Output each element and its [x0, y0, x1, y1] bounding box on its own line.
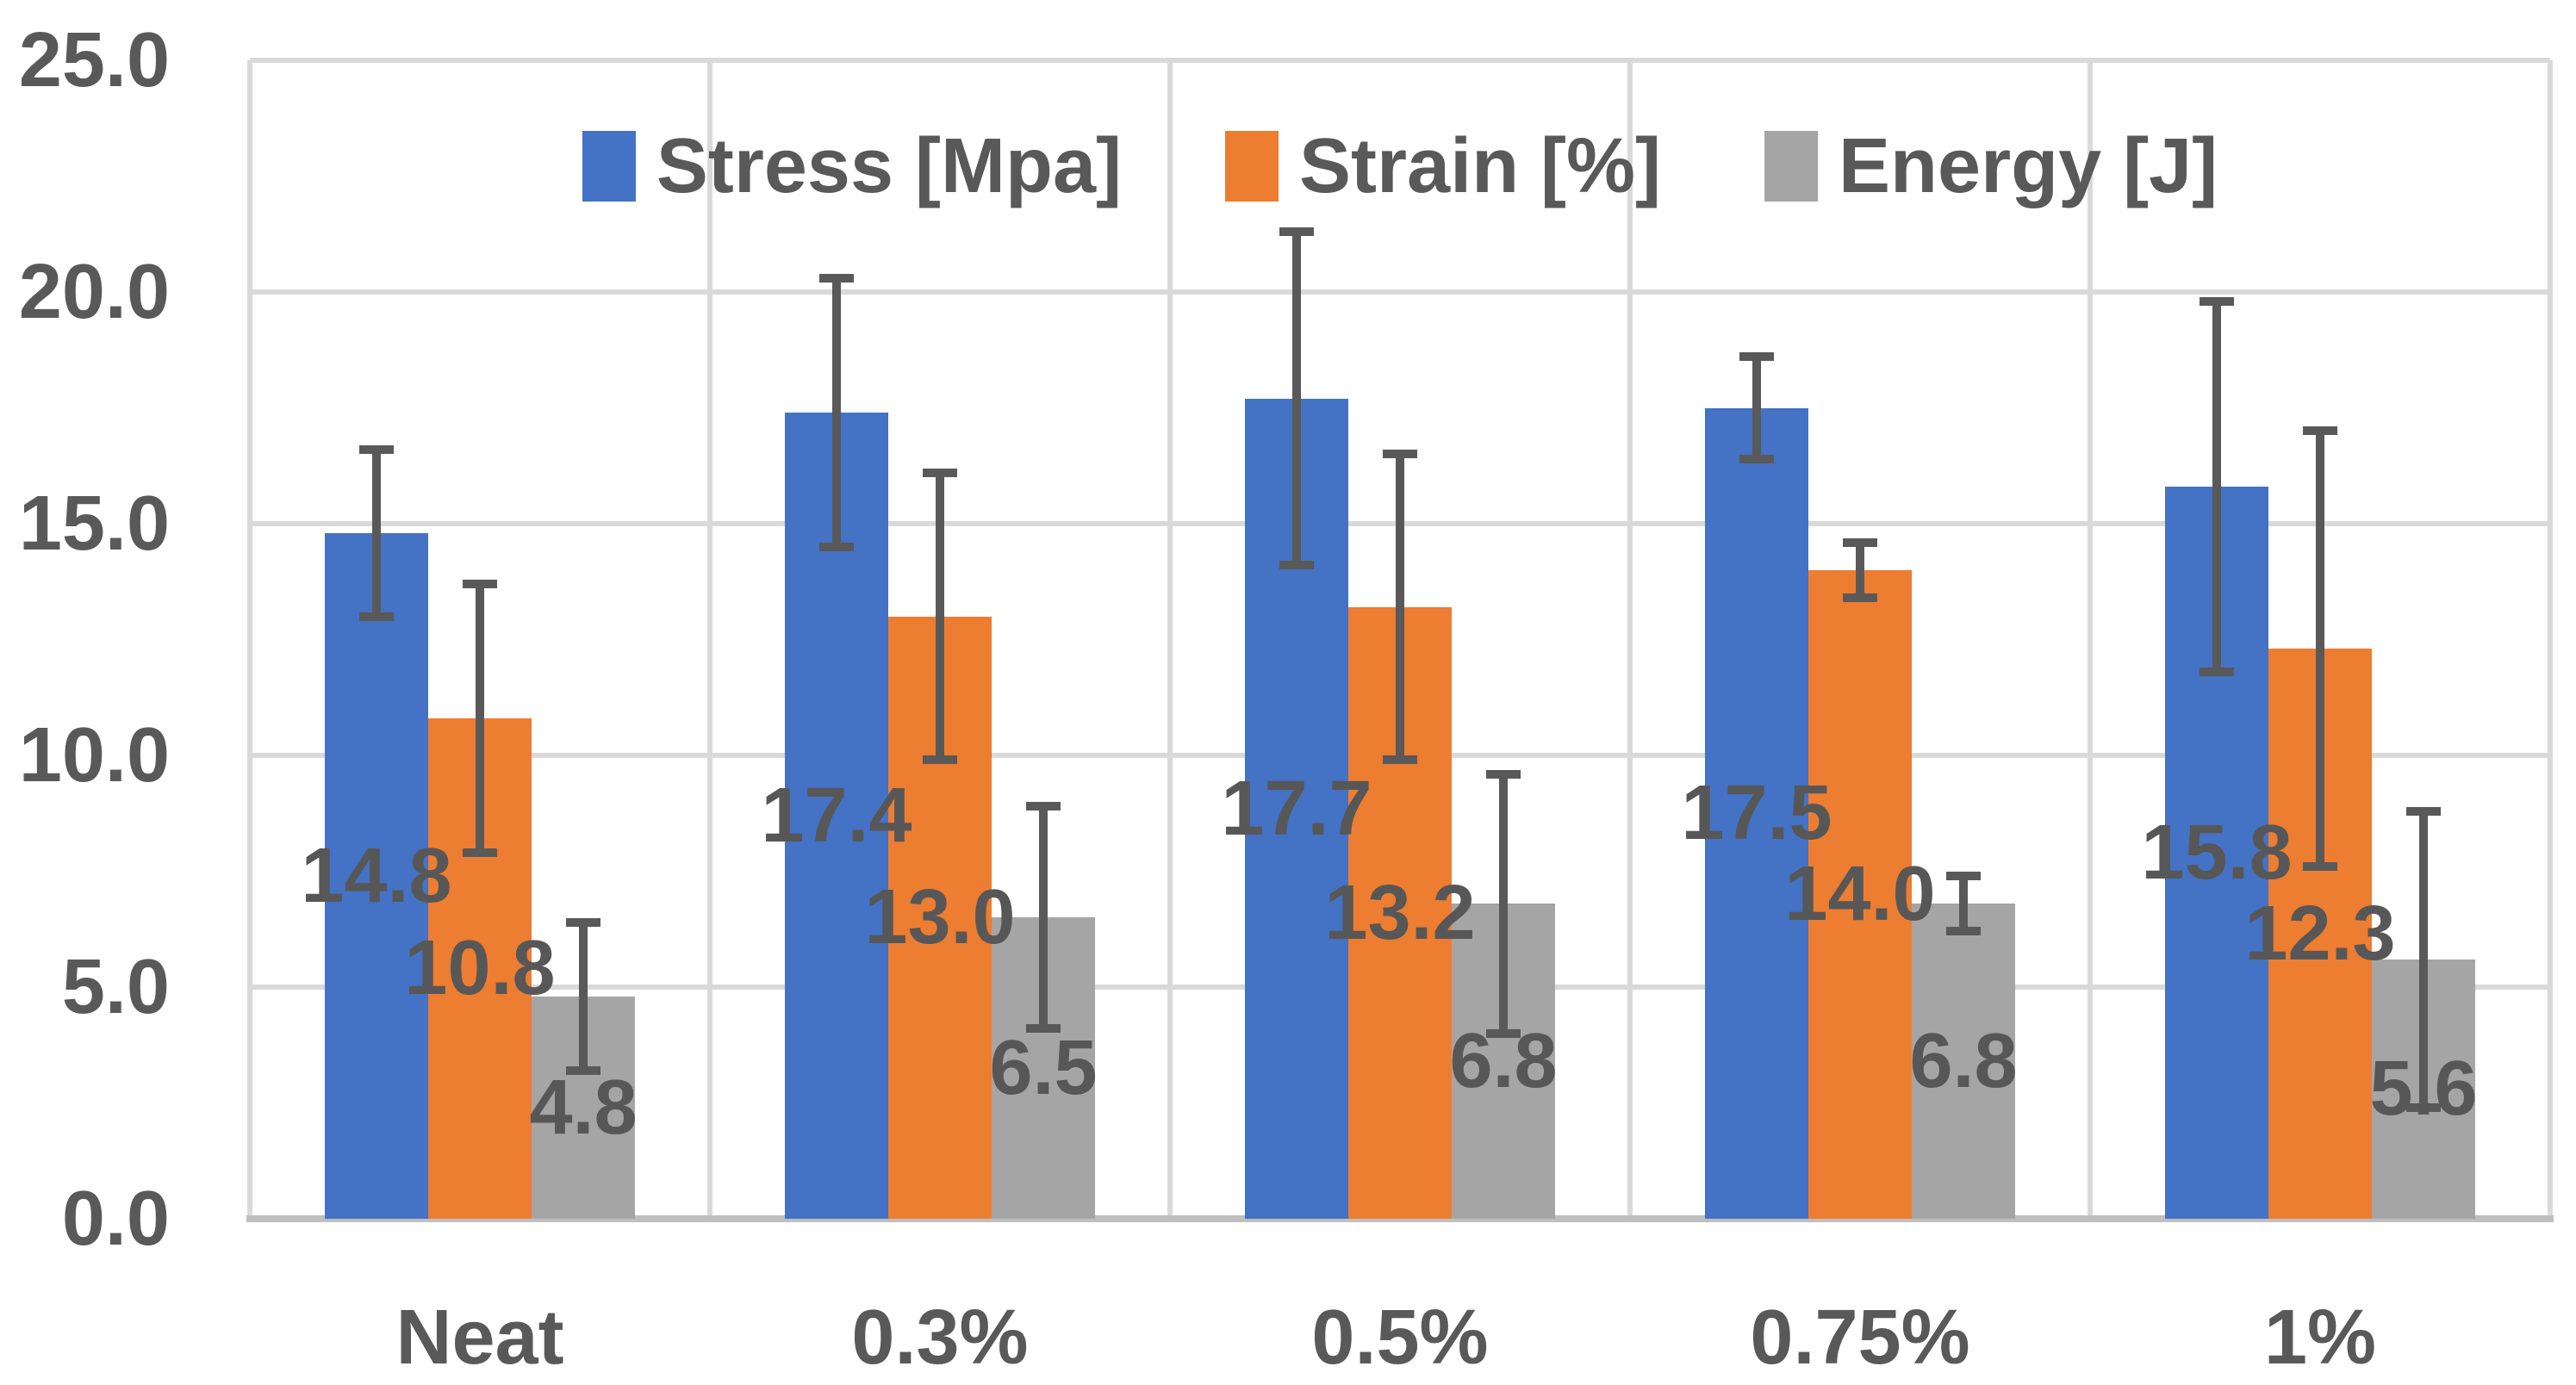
- data-label: 10.8: [404, 925, 556, 1012]
- gridline-vertical: [2548, 60, 2553, 1219]
- data-label: 6.8: [1449, 1018, 1558, 1105]
- error-bar-cap-top: [2303, 426, 2337, 436]
- error-bar-line: [1856, 542, 1864, 599]
- legend-label: Energy [J]: [1839, 123, 2218, 209]
- error-bar-line: [1959, 875, 1968, 932]
- error-bar-cap-top: [1946, 871, 1981, 880]
- data-label: 17.5: [1681, 770, 1832, 857]
- gridline-vertical: [1627, 60, 1633, 1219]
- data-label: 13.0: [864, 874, 1016, 961]
- y-axis-tick-label: 20.0: [18, 249, 170, 335]
- error-bar-cap-bottom: [1026, 1024, 1061, 1034]
- bar-stress-Neat: [325, 532, 428, 1219]
- error-bar-cap-top: [1843, 537, 1877, 547]
- error-bar-line: [579, 922, 588, 1071]
- x-axis-category-label: 1%: [2263, 1295, 2377, 1381]
- error-bar-line: [372, 449, 381, 617]
- y-axis-tick-label: 5.0: [61, 944, 170, 1030]
- data-label: 6.8: [1909, 1018, 2018, 1105]
- gridline-horizontal: [250, 289, 2550, 295]
- x-axis-category-label: 0.3%: [851, 1295, 1029, 1381]
- legend-swatch-energy: [1764, 131, 1819, 202]
- x-axis-category-label: Neat: [395, 1295, 564, 1381]
- bar-strain-0.75%: [1808, 569, 1912, 1219]
- error-bar-cap-top: [566, 917, 600, 927]
- error-bar-cap-top: [463, 579, 497, 588]
- data-label: 13.2: [1324, 869, 1476, 956]
- error-bar-cap-bottom: [2406, 1102, 2441, 1112]
- error-bar-cap-top: [1739, 352, 1774, 362]
- data-label: 12.3: [2244, 891, 2396, 978]
- legend-item: Strain [%]: [1224, 123, 1662, 209]
- legend-label: Stress [Mpa]: [656, 123, 1122, 209]
- error-bar-cap-bottom: [819, 542, 854, 551]
- legend-label: Strain [%]: [1298, 123, 1662, 209]
- legend-swatch-stress: [582, 131, 636, 202]
- error-bar-cap-bottom: [1279, 561, 1314, 570]
- error-bar-cap-bottom: [2303, 862, 2337, 872]
- y-axis-tick-label: 0.0: [61, 1176, 170, 1262]
- error-bar-cap-bottom: [1486, 1028, 1521, 1038]
- error-bar-line: [2419, 811, 2428, 1108]
- bar-energy-0.75%: [1912, 904, 2015, 1219]
- error-bar-line: [1292, 232, 1301, 566]
- legend-item: Stress [Mpa]: [582, 127, 1122, 205]
- error-bar-cap-bottom: [1383, 755, 1417, 765]
- error-bar-cap-bottom: [2200, 668, 2234, 677]
- error-bar-cap-top: [819, 273, 854, 283]
- x-axis-category-label: 0.5%: [1311, 1295, 1489, 1381]
- error-bar-line: [1499, 773, 1508, 1034]
- error-bar-cap-bottom: [1843, 593, 1877, 603]
- data-label: 5.6: [2369, 1046, 2478, 1133]
- bar-stress-0.75%: [1705, 407, 1808, 1219]
- chart-legend: Stress [Mpa] Strain [%] Energy [J]: [250, 127, 2550, 205]
- x-axis-line: [246, 1215, 2554, 1222]
- error-bar-line: [1039, 806, 1048, 1029]
- data-label: 6.5: [989, 1025, 1098, 1112]
- error-bar-line: [936, 472, 944, 761]
- gridline-horizontal: [250, 58, 2550, 63]
- gridline-vertical: [2088, 60, 2093, 1219]
- error-bar-line: [2316, 431, 2324, 867]
- error-bar-cap-bottom: [923, 755, 957, 765]
- error-bar-cap-top: [359, 444, 394, 454]
- data-label: 14.8: [301, 832, 452, 919]
- error-bar-cap-bottom: [463, 848, 497, 857]
- error-bar-cap-top: [1383, 450, 1417, 459]
- data-label: 4.8: [529, 1064, 638, 1151]
- error-bar-cap-bottom: [1946, 927, 1981, 936]
- gridline-vertical: [247, 60, 252, 1219]
- error-bar-cap-top: [1486, 769, 1521, 779]
- legend-swatch-strain: [1224, 131, 1279, 202]
- error-bar-cap-bottom: [566, 1065, 600, 1075]
- error-bar-line: [1396, 454, 1404, 761]
- plot-area: 14.8 17.4 17.7 17.5 15.8 10.8 13.0 13.2 14.0 12.3…: [246, 58, 2554, 1222]
- error-bar-cap-top: [2200, 296, 2234, 306]
- error-bar-line: [476, 583, 484, 853]
- data-label: 17.4: [761, 772, 912, 859]
- data-label: 14.0: [1784, 851, 1936, 938]
- error-bar-cap-bottom: [1739, 454, 1774, 463]
- gridline-vertical: [707, 60, 712, 1219]
- data-label: 15.8: [2141, 809, 2293, 896]
- error-bar-cap-bottom: [359, 612, 394, 621]
- data-label: 17.7: [1221, 765, 1372, 852]
- error-bar-line: [1752, 357, 1761, 459]
- y-axis-tick-label: 10.0: [18, 712, 170, 798]
- gridline-vertical: [1167, 60, 1173, 1219]
- error-bar-cap-top: [1026, 802, 1061, 811]
- y-axis-tick-label: 25.0: [18, 17, 170, 103]
- error-bar-line: [2212, 301, 2221, 673]
- error-bar-line: [832, 277, 841, 547]
- error-bar-cap-top: [923, 468, 957, 477]
- legend-item: Energy [J]: [1764, 127, 2218, 205]
- x-axis-category-label: 0.75%: [1750, 1295, 1970, 1381]
- error-bar-cap-top: [2406, 806, 2441, 816]
- error-bar-cap-top: [1279, 227, 1314, 237]
- y-axis-tick-label: 15.0: [18, 481, 170, 567]
